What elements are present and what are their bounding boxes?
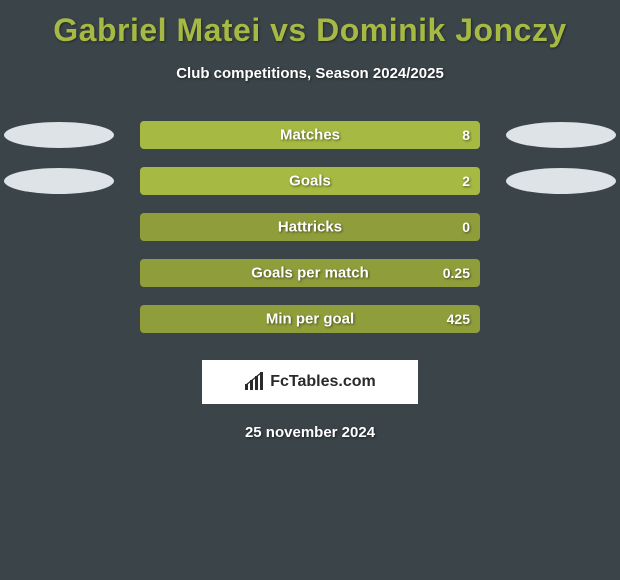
comparison-subtitle: Club competitions, Season 2024/2025 — [0, 65, 620, 82]
chart-icon — [244, 372, 266, 392]
logo-inner: FcTables.com — [244, 372, 376, 392]
stat-value: 8 — [462, 127, 470, 143]
stat-row: Goals 2 — [0, 158, 620, 204]
snapshot-date: 25 november 2024 — [0, 424, 620, 441]
stat-label: Min per goal — [140, 311, 480, 328]
stat-bar: Goals per match 0.25 — [140, 259, 480, 287]
stat-bar: Hattricks 0 — [140, 213, 480, 241]
right-value-ellipse — [506, 122, 616, 148]
stat-bar: Min per goal 425 — [140, 305, 480, 333]
left-value-ellipse — [4, 168, 114, 194]
stat-value: 0.25 — [443, 265, 470, 281]
stat-value: 425 — [447, 311, 470, 327]
stat-label: Goals — [140, 173, 480, 190]
stat-bar: Matches 8 — [140, 121, 480, 149]
stat-value: 0 — [462, 219, 470, 235]
source-logo: FcTables.com — [202, 360, 418, 404]
stat-bar: Goals 2 — [140, 167, 480, 195]
right-value-ellipse — [506, 168, 616, 194]
left-value-ellipse — [4, 122, 114, 148]
stats-container: Matches 8 Goals 2 Hattricks 0 Goals per … — [0, 112, 620, 342]
logo-text: FcTables.com — [270, 373, 376, 391]
stat-row: Goals per match 0.25 — [0, 250, 620, 296]
stat-label: Goals per match — [140, 265, 480, 282]
stat-row: Hattricks 0 — [0, 204, 620, 250]
stat-label: Hattricks — [140, 219, 480, 236]
stat-label: Matches — [140, 127, 480, 144]
comparison-title: Gabriel Matei vs Dominik Jonczy — [0, 0, 620, 49]
stat-value: 2 — [462, 173, 470, 189]
stat-row: Matches 8 — [0, 112, 620, 158]
stat-row: Min per goal 425 — [0, 296, 620, 342]
